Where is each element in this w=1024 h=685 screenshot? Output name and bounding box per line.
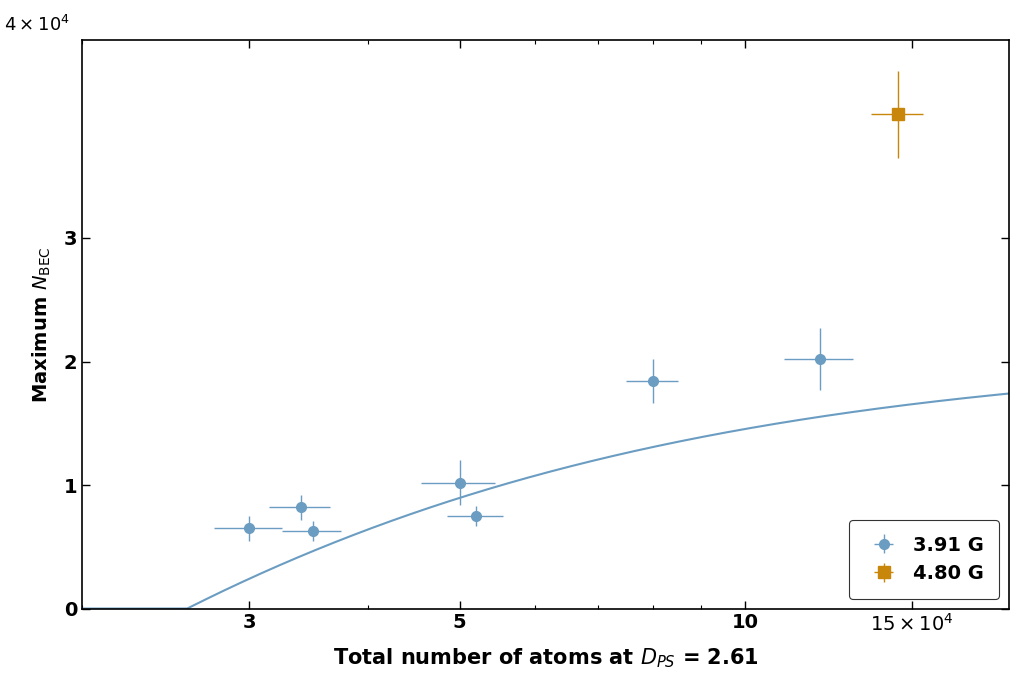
Legend: 3.91 G, 4.80 G: 3.91 G, 4.80 G	[849, 520, 999, 599]
Text: $4\times10^4$: $4\times10^4$	[4, 14, 70, 35]
Y-axis label: Maximum $N_{\mathrm{BEC}}$: Maximum $N_{\mathrm{BEC}}$	[31, 246, 53, 403]
X-axis label: Total number of atoms at $D_{PS}$ = 2.61: Total number of atoms at $D_{PS}$ = 2.61	[333, 647, 759, 670]
